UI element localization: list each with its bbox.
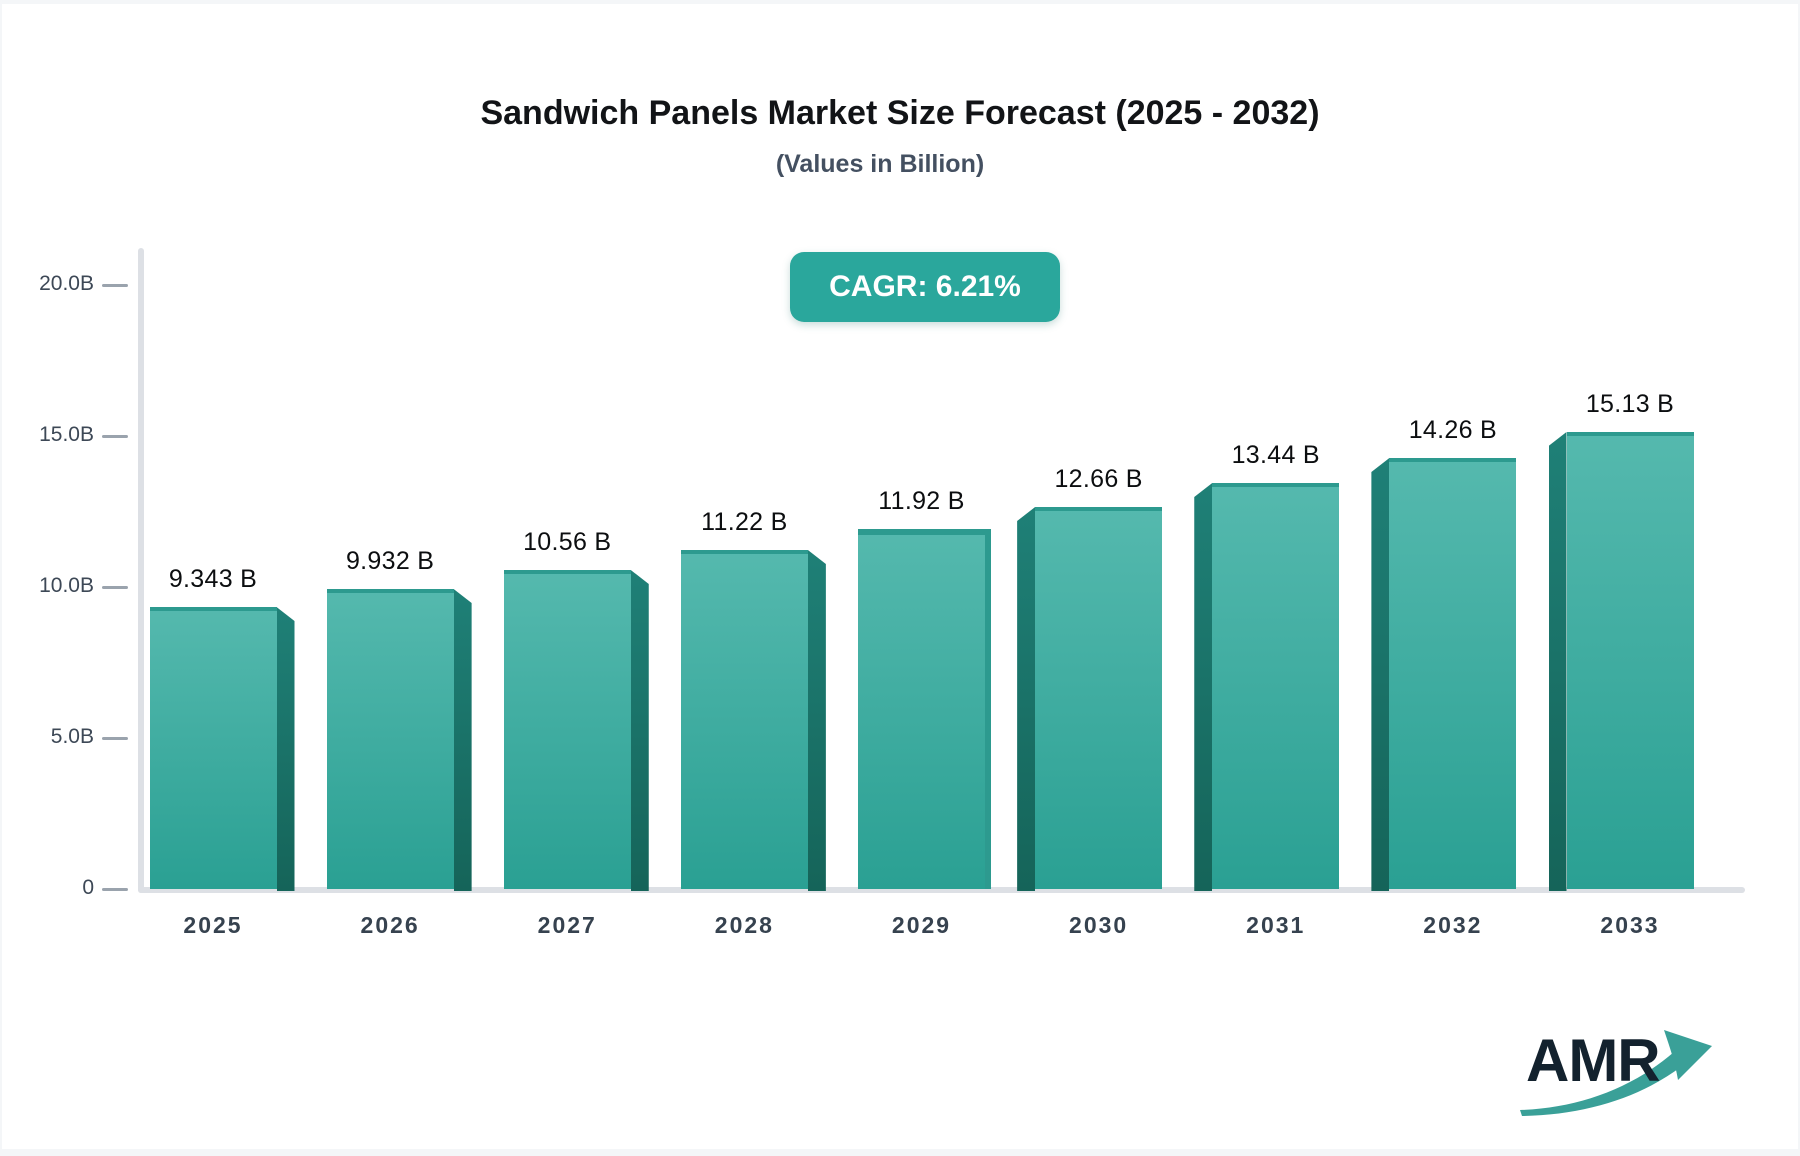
bar-top-edge bbox=[1389, 458, 1517, 462]
x-axis-year-label: 2026 bbox=[360, 912, 420, 938]
bar-top-edge bbox=[1566, 432, 1694, 436]
y-axis-line bbox=[138, 248, 144, 893]
bar bbox=[1566, 432, 1694, 889]
y-tick-label: 20.0B bbox=[39, 272, 94, 295]
y-tick-label: 10.0B bbox=[39, 574, 94, 597]
x-axis-year-label: 2033 bbox=[1600, 912, 1660, 938]
x-axis-line bbox=[138, 887, 1745, 893]
x-axis-year-label: 2032 bbox=[1423, 912, 1483, 938]
bar-top-edge bbox=[680, 550, 808, 554]
x-axis-year-label: 2029 bbox=[891, 912, 952, 938]
bar-top-edge bbox=[1035, 507, 1163, 511]
amr-logo-text: AMR bbox=[1526, 1027, 1661, 1094]
bar-side-face bbox=[1194, 483, 1213, 891]
bar bbox=[680, 550, 808, 889]
x-axis-year-label: 2028 bbox=[714, 912, 774, 938]
y-tick-label: 0 bbox=[82, 876, 94, 899]
x-axis-year-label: 2027 bbox=[537, 912, 597, 938]
bar bbox=[503, 570, 631, 889]
chart-title: Sandwich Panels Market Size Forecast (20… bbox=[480, 94, 1320, 132]
bar bbox=[1035, 507, 1163, 889]
bar-side-face bbox=[807, 550, 826, 891]
bar-top-edge bbox=[326, 589, 454, 593]
y-tick-label: 15.0B bbox=[39, 423, 94, 446]
bar-value-label: 12.66 B bbox=[1054, 465, 1143, 493]
y-tick-label: 5.0B bbox=[50, 725, 94, 748]
bar bbox=[149, 607, 277, 889]
bar-side-face bbox=[985, 529, 991, 889]
x-axis-year-label: 2030 bbox=[1069, 912, 1129, 938]
cagr-badge: CAGR: 6.21% bbox=[790, 252, 1060, 322]
x-axis-year-label: 2031 bbox=[1246, 912, 1306, 938]
bar-value-label: 13.44 B bbox=[1231, 441, 1320, 469]
bar-top-edge bbox=[149, 607, 277, 611]
y-tick-mark bbox=[102, 586, 128, 589]
bar-side-face bbox=[453, 589, 472, 891]
y-tick-mark bbox=[102, 737, 128, 740]
bar-side-face bbox=[1017, 507, 1036, 891]
bar-top-edge bbox=[1212, 483, 1340, 487]
y-tick-mark bbox=[102, 284, 128, 287]
bar-side-face bbox=[1548, 432, 1567, 891]
bar bbox=[858, 529, 985, 889]
bar bbox=[1212, 483, 1340, 889]
amr-logo: AMR bbox=[1498, 1018, 1728, 1123]
chart-subtitle: (Values in Billion) bbox=[775, 150, 985, 178]
bar-side-face bbox=[630, 570, 649, 891]
x-axis-year-label: 2025 bbox=[183, 912, 243, 938]
trend-arrow-icon bbox=[1520, 1030, 1712, 1116]
bar-top-edge bbox=[503, 570, 631, 574]
bar-value-label: 15.13 B bbox=[1585, 390, 1675, 418]
bar-value-label: 14.26 B bbox=[1408, 416, 1498, 444]
bar-value-label: 9.343 B bbox=[168, 565, 258, 593]
y-tick-mark bbox=[102, 435, 128, 438]
bar-value-label: 10.56 B bbox=[523, 528, 612, 556]
bar-value-label: 11.92 B bbox=[878, 487, 965, 515]
bar-value-label: 9.932 B bbox=[345, 547, 435, 575]
bar-side-face bbox=[276, 607, 295, 891]
bar-side-face bbox=[1371, 458, 1390, 891]
bar-value-label: 11.22 B bbox=[701, 508, 788, 536]
bar bbox=[326, 589, 454, 889]
bar bbox=[1389, 458, 1517, 889]
y-tick-mark bbox=[102, 888, 128, 891]
bar-top-edge bbox=[858, 529, 985, 535]
